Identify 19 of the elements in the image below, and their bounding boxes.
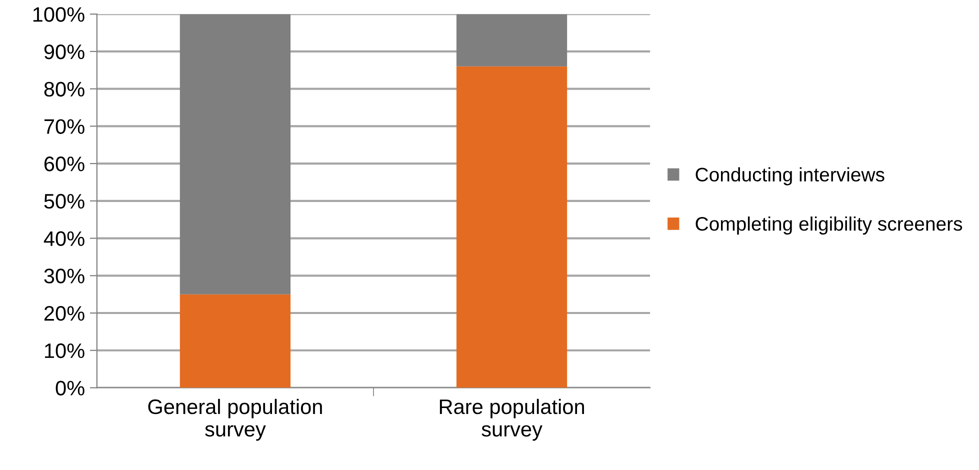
x-tick-label: General population survey bbox=[148, 398, 322, 441]
y-tick-label: 80% bbox=[44, 82, 84, 97]
y-tick-label: 90% bbox=[44, 44, 84, 60]
legend-label: Completing eligibility screeners bbox=[696, 216, 962, 235]
bar bbox=[180, 294, 291, 388]
bar bbox=[180, 14, 291, 294]
x-tick-label: Rare population survey bbox=[440, 398, 584, 441]
bar bbox=[456, 14, 568, 66]
y-tick-label: 50% bbox=[44, 194, 84, 209]
legend-label: Conducting interviews bbox=[696, 167, 884, 186]
y-tick-label: 0% bbox=[56, 380, 84, 396]
bar bbox=[456, 66, 568, 388]
y-tick-label: 40% bbox=[44, 231, 84, 246]
y-tick-label: 10% bbox=[45, 343, 84, 358]
y-tick-label: 60% bbox=[44, 156, 84, 172]
y-tick-label: 100% bbox=[33, 7, 84, 22]
y-tick-label: 30% bbox=[44, 268, 84, 284]
y-tick-label: 70% bbox=[44, 119, 84, 134]
y-tick-label: 20% bbox=[44, 306, 84, 321]
